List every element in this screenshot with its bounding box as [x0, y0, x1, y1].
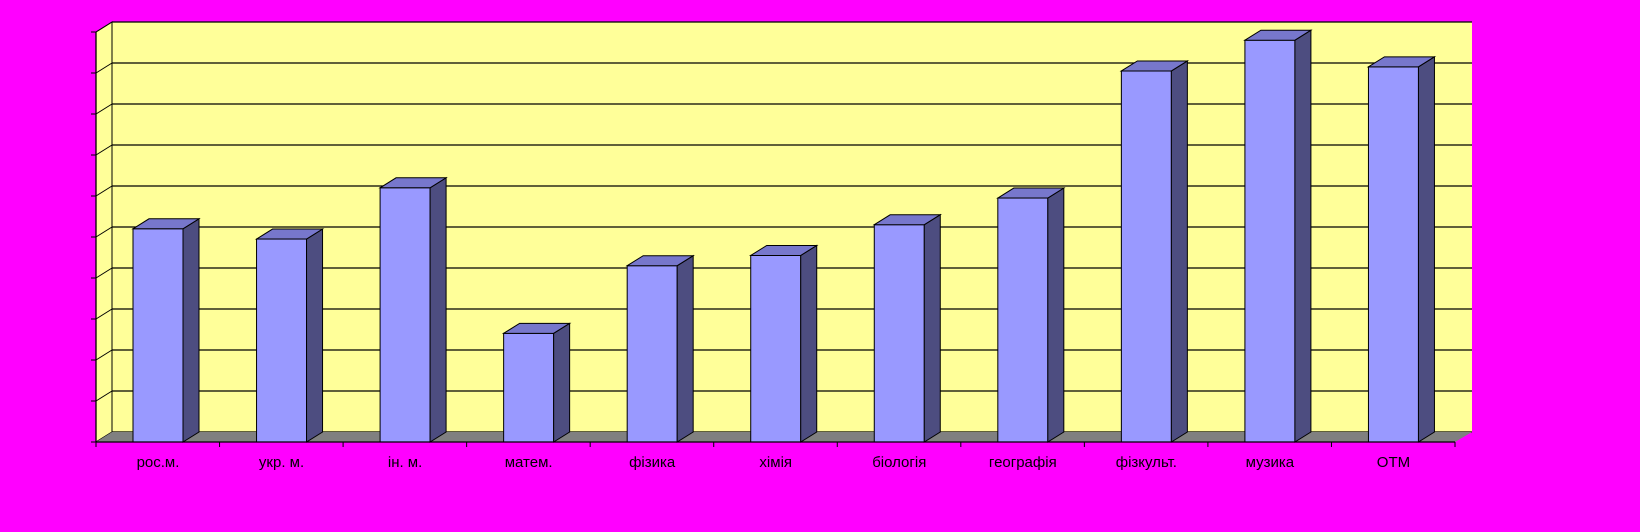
bar-front: [379, 187, 431, 443]
x-tick-label: фізика: [629, 454, 676, 471]
bar-top: [501, 322, 572, 334]
bar-side: [553, 322, 571, 443]
bar-top: [131, 218, 201, 230]
bar-3: [378, 176, 448, 443]
bars: [131, 29, 1437, 443]
x-tick-label: біологія: [872, 454, 926, 471]
gridline-depth: [95, 308, 113, 320]
bar-4: [501, 322, 572, 443]
bar-8: [996, 187, 1066, 443]
x-tick-label: ін. м.: [388, 454, 422, 471]
bar-5: [625, 254, 695, 443]
bar-top: [1243, 29, 1313, 41]
bar-front: [750, 254, 802, 443]
bar-side: [306, 228, 324, 443]
bar-front: [1367, 66, 1419, 443]
x-tick-label: матем.: [505, 454, 553, 471]
bar-side: [1170, 60, 1188, 443]
x-tick-label: географія: [989, 454, 1057, 471]
bar-2: [254, 228, 325, 443]
bar-top: [748, 244, 819, 256]
gridline-depth: [95, 185, 113, 197]
gridline-depth: [95, 349, 113, 361]
bar-front: [132, 228, 184, 443]
gridline-depth: [95, 103, 113, 115]
x-tick-label: хімія: [759, 454, 792, 471]
bar-side: [1417, 55, 1435, 443]
bar-6: [748, 244, 819, 443]
x-tick-label: укр. м.: [259, 454, 304, 471]
x-tick-label: ОТМ: [1377, 454, 1410, 471]
bar-front: [997, 197, 1049, 443]
x-tick-labels: рос.м. укр. м. ін. м. матем. фізика хімія біол…: [137, 454, 1411, 471]
bar-side: [676, 254, 694, 443]
bar-7: [872, 213, 943, 443]
gridline-depth: [95, 144, 113, 156]
bar-top: [625, 255, 695, 267]
bar-top: [378, 177, 448, 189]
bar-top: [254, 228, 325, 240]
x-tick-label: рос.м.: [137, 454, 180, 471]
bar-top: [872, 214, 943, 226]
bar-front: [1120, 70, 1172, 443]
bar-front: [256, 238, 308, 443]
bar-front: [503, 332, 555, 443]
bar-top: [1119, 60, 1190, 72]
bar-side: [1047, 187, 1065, 443]
gridline-depth: [95, 21, 113, 33]
bar-front: [873, 224, 925, 443]
bar-side: [800, 244, 818, 443]
bar-11: [1366, 55, 1437, 443]
bar-side: [182, 217, 200, 443]
bar-10: [1243, 29, 1313, 443]
gridline-depth: [95, 226, 113, 238]
bar-side: [923, 213, 941, 443]
bar-9: [1119, 60, 1190, 443]
x-tick-label: фізкульт.: [1116, 454, 1177, 471]
gridline-depth: [95, 62, 113, 74]
gridline-depth: [95, 267, 113, 279]
bar-side: [1294, 29, 1312, 443]
bar-front: [1244, 39, 1296, 443]
bar-top: [996, 187, 1066, 199]
x-tick-label: музика: [1246, 454, 1295, 471]
gridline-depth: [95, 390, 113, 402]
x-axis: [95, 32, 1456, 447]
bar-top: [1366, 56, 1437, 68]
bar-1: [131, 217, 201, 443]
bar-front: [626, 265, 678, 443]
bar-side: [429, 176, 447, 443]
